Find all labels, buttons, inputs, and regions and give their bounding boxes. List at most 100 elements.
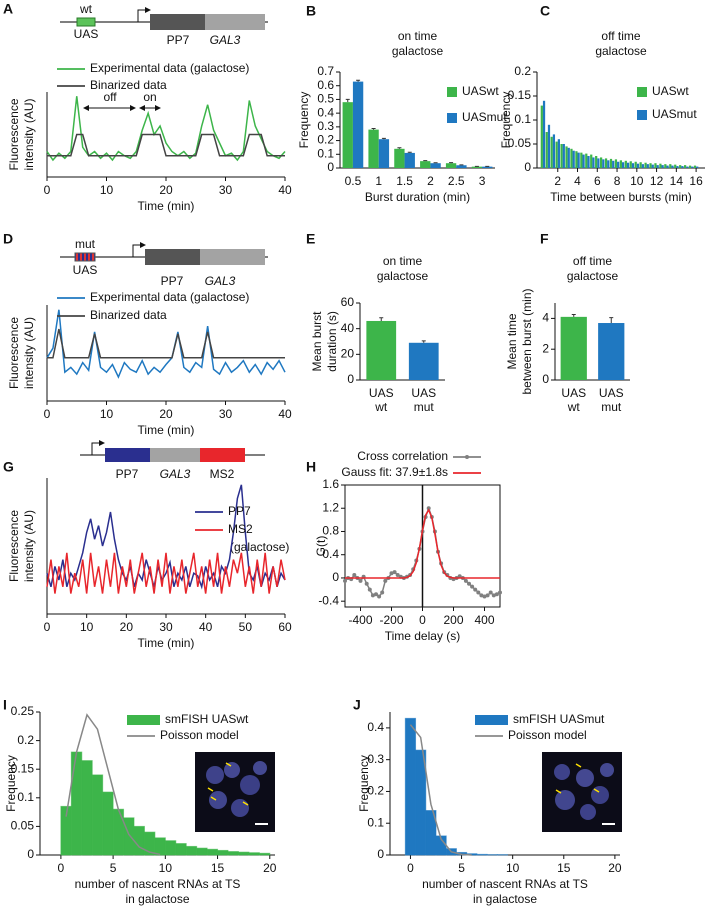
bar <box>445 163 457 168</box>
bar <box>676 166 679 168</box>
bar <box>352 81 364 168</box>
y-axis-label: intensity (AU) <box>22 317 36 389</box>
bar <box>575 151 578 168</box>
bar <box>456 165 467 168</box>
x-axis-label: Burst duration (min) <box>365 190 470 204</box>
bar <box>656 165 659 168</box>
marker <box>498 590 502 595</box>
bar <box>552 134 556 168</box>
construct-diagram: wt UAS PP7 GAL3 <box>60 2 268 47</box>
y-tick-label: 0 <box>327 160 334 174</box>
y-tick-label: 0.8 <box>322 524 339 538</box>
y-axis-label: Fluorescence <box>7 510 21 582</box>
legend-label: Cross correlation <box>357 449 448 463</box>
x-tick-label: 5 <box>458 861 465 875</box>
marker <box>467 581 471 586</box>
x-axis-label: Time delay (s) <box>385 629 461 643</box>
error-bar <box>407 151 412 153</box>
bar <box>540 105 543 168</box>
x-tick-label: UAS <box>561 386 586 400</box>
histogram-bar <box>154 837 166 856</box>
marker <box>485 593 490 598</box>
y-tick-label: -0.4 <box>318 593 339 607</box>
line-series <box>46 96 286 162</box>
x-tick-label: 8 <box>614 174 621 188</box>
x-tick-label: 40 <box>278 407 292 421</box>
bar <box>659 163 662 168</box>
y-axis-label: intensity (AU) <box>22 98 36 170</box>
y-tick-label: 4 <box>542 311 549 325</box>
legend-swatch <box>637 110 647 120</box>
error-bar <box>397 147 402 149</box>
legend-label: PP7 <box>228 504 251 518</box>
marker <box>380 590 385 595</box>
model-line <box>409 724 472 856</box>
x-tick-label: 10 <box>506 861 520 875</box>
x-tick-label: 12 <box>650 174 664 188</box>
bar <box>669 164 672 168</box>
error-bar <box>345 98 350 103</box>
error-bar <box>423 160 428 162</box>
chart-title: off time <box>573 254 612 268</box>
y-tick-label: 60 <box>341 295 355 309</box>
error-bar <box>571 314 576 317</box>
x-tick-label: -200 <box>379 613 403 627</box>
x-tick-label: 0 <box>407 861 414 875</box>
error-bar <box>371 128 376 130</box>
marker <box>377 594 382 599</box>
bar <box>607 160 610 168</box>
marker <box>473 587 478 592</box>
y-tick-label: 0 <box>524 160 531 174</box>
y-tick-label: 0.25 <box>11 704 35 718</box>
bar <box>679 165 682 168</box>
y-axis-label: duration (s) <box>325 311 339 372</box>
marker <box>395 573 400 578</box>
bar <box>626 162 630 168</box>
bar <box>550 136 553 168</box>
bar <box>542 100 546 168</box>
panel-letter: E <box>306 231 315 247</box>
bar <box>570 148 573 168</box>
panel-letter: G <box>3 459 14 475</box>
bar <box>562 144 565 168</box>
chart-title: on time <box>383 254 423 268</box>
bar <box>629 161 632 168</box>
x-tick-label: 10 <box>80 620 94 634</box>
panel-letter: A <box>3 1 13 17</box>
bar <box>577 152 580 168</box>
bar <box>560 316 587 380</box>
bar <box>572 150 575 168</box>
histogram-bar <box>227 851 239 856</box>
marker <box>392 570 397 575</box>
marker <box>482 594 487 599</box>
x-tick-label: 3 <box>479 174 486 188</box>
x-tick-label: 1 <box>375 174 382 188</box>
bar <box>557 139 560 168</box>
x-tick-label: 10 <box>159 861 173 875</box>
bar <box>565 146 568 168</box>
bar <box>560 144 563 168</box>
x-tick-label: 4 <box>574 174 581 188</box>
y-tick-label: 1.6 <box>322 477 339 491</box>
x-tick-label: 1.5 <box>396 174 413 188</box>
legend-note: (galactose) <box>230 540 289 554</box>
microscopy-inset <box>195 752 275 832</box>
bar <box>609 158 613 168</box>
legend-swatch <box>475 715 508 725</box>
bar <box>636 163 640 168</box>
x-axis-label: number of nascent RNAs at TS <box>422 877 588 891</box>
bar <box>686 166 689 168</box>
x-tick-label: 40 <box>278 183 292 197</box>
x-tick-label: 2 <box>427 174 434 188</box>
bar <box>598 323 625 380</box>
y-tick-label: 0 <box>332 570 339 584</box>
bar <box>651 164 654 168</box>
construct-label: GAL3 <box>160 467 191 481</box>
panel-letter: C <box>540 3 550 19</box>
bar <box>671 165 674 168</box>
x-axis-label: Time (min) <box>138 636 195 650</box>
annotation: off on <box>83 90 161 111</box>
legend-label: MS2 <box>228 522 253 536</box>
chart-title: galactose <box>595 44 647 58</box>
